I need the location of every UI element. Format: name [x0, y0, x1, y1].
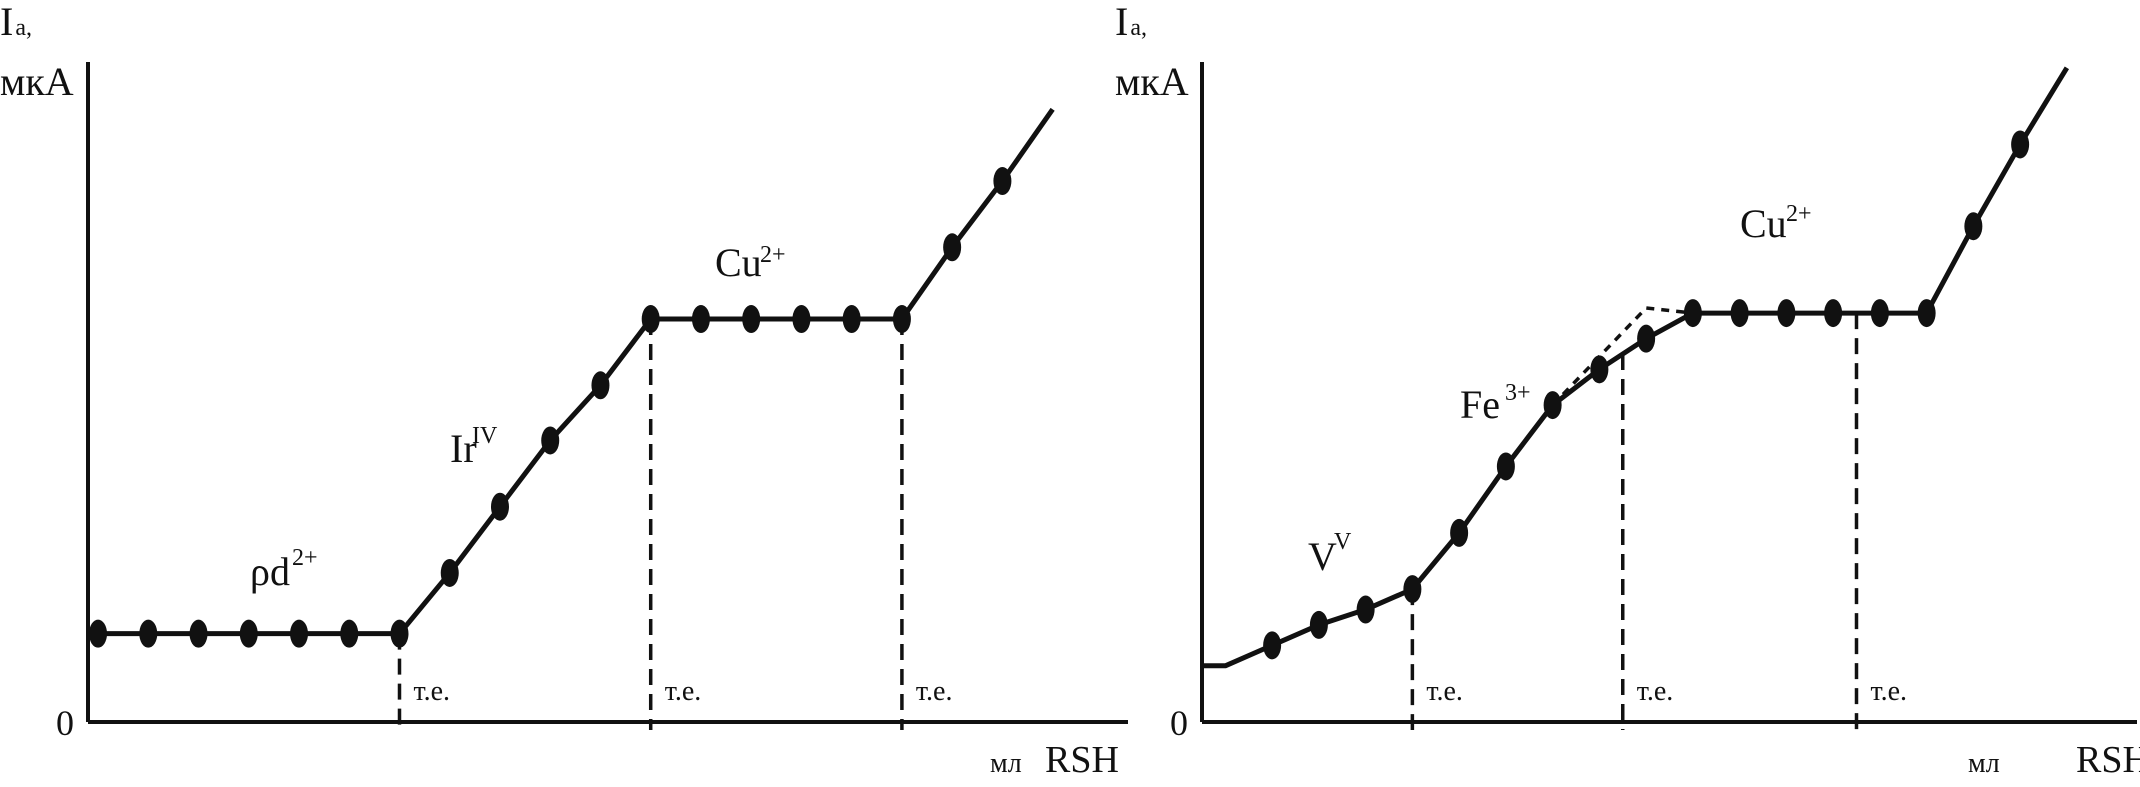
- series-line-v: [1202, 586, 1414, 669]
- data-point: [1870, 299, 1889, 328]
- data-point: [1590, 355, 1609, 384]
- series-line-excess: [1924, 66, 2070, 315]
- data-point: [189, 619, 208, 648]
- ion-charge-label: 2+: [292, 545, 318, 571]
- y-axis-unit: мкА: [0, 59, 74, 104]
- data-point: [340, 619, 359, 648]
- y-axis-label: Ia,: [1115, 0, 1147, 44]
- x-axis-unit: мл: [1968, 748, 2000, 779]
- data-point: [490, 492, 509, 521]
- equivalence-point-label: т.е.: [1871, 676, 1908, 707]
- data-point: [1683, 299, 1702, 328]
- data-point: [1263, 631, 1282, 660]
- ion-label: Cu: [1740, 201, 1787, 246]
- ion-label: Ir: [450, 426, 477, 471]
- extrapolation-dashed-line: [1551, 306, 1694, 407]
- data-point: [139, 619, 158, 648]
- ion-charge-label: 2+: [760, 242, 786, 268]
- equivalence-point-label: т.е.: [1637, 676, 1674, 707]
- ion-charge-label: 3+: [1505, 380, 1531, 406]
- x-axis-label: RSH: [2076, 739, 2140, 781]
- x-axis-label: RSH: [1045, 739, 1119, 781]
- data-point: [1917, 299, 1936, 328]
- data-point: [641, 305, 660, 334]
- data-point: [1777, 299, 1796, 328]
- ion-label: Cu: [715, 240, 762, 285]
- equivalence-point-label: т.е.: [1426, 676, 1463, 707]
- data-point: [892, 305, 911, 334]
- data-point: [1637, 324, 1656, 353]
- data-point: [239, 619, 258, 648]
- data-point: [440, 558, 459, 587]
- y-axis-label-subscript: a,: [1130, 15, 1147, 41]
- series-line-excess: [899, 107, 1055, 321]
- equivalence-point-label: т.е.: [916, 676, 953, 707]
- equivalence-point-label: т.е.: [665, 676, 702, 707]
- y-axis-label: Ia,: [0, 0, 32, 44]
- y-axis-unit: мкА: [1115, 59, 1189, 104]
- data-point: [742, 305, 761, 334]
- ion-label: Fe: [1460, 382, 1500, 427]
- data-point: [1964, 212, 1983, 241]
- x-axis-unit: мл: [990, 748, 1022, 779]
- data-point: [691, 305, 710, 334]
- data-point: [1730, 299, 1749, 328]
- data-point: [89, 619, 108, 648]
- ion-charge-label: V: [1334, 529, 1352, 555]
- chart-panel-right: Ia, мкА 0 мл RSH т.е. т.е. т.е. VV Fe 3+ Cu 2+: [1115, 0, 2140, 781]
- data-point: [1309, 610, 1328, 639]
- data-point: [2011, 130, 2030, 159]
- data-point: [1496, 452, 1515, 481]
- data-point: [290, 619, 309, 648]
- data-point: [792, 305, 811, 334]
- data-point: [1356, 595, 1375, 624]
- data-point: [541, 426, 560, 455]
- ion-label: V: [1308, 534, 1337, 579]
- data-point: [390, 619, 409, 648]
- data-point: [1403, 575, 1422, 604]
- series-line-fe: [1410, 310, 1695, 591]
- data-point: [943, 233, 962, 262]
- origin-label: 0: [56, 703, 74, 743]
- series-line-ir: [397, 317, 653, 636]
- equivalence-point-label: т.е.: [413, 676, 450, 707]
- data-point: [842, 305, 861, 334]
- data-point: [1824, 299, 1843, 328]
- origin-label: 0: [1170, 703, 1188, 743]
- ion-charge-label: 2+: [1786, 201, 1812, 227]
- ion-charge-label: IV: [472, 423, 498, 449]
- data-point: [591, 371, 610, 400]
- ion-label: ρd: [250, 549, 290, 594]
- y-axis-label-subscript: a,: [15, 15, 32, 41]
- data-point: [993, 167, 1012, 196]
- data-point: [1450, 518, 1469, 547]
- data-point: [1543, 391, 1562, 420]
